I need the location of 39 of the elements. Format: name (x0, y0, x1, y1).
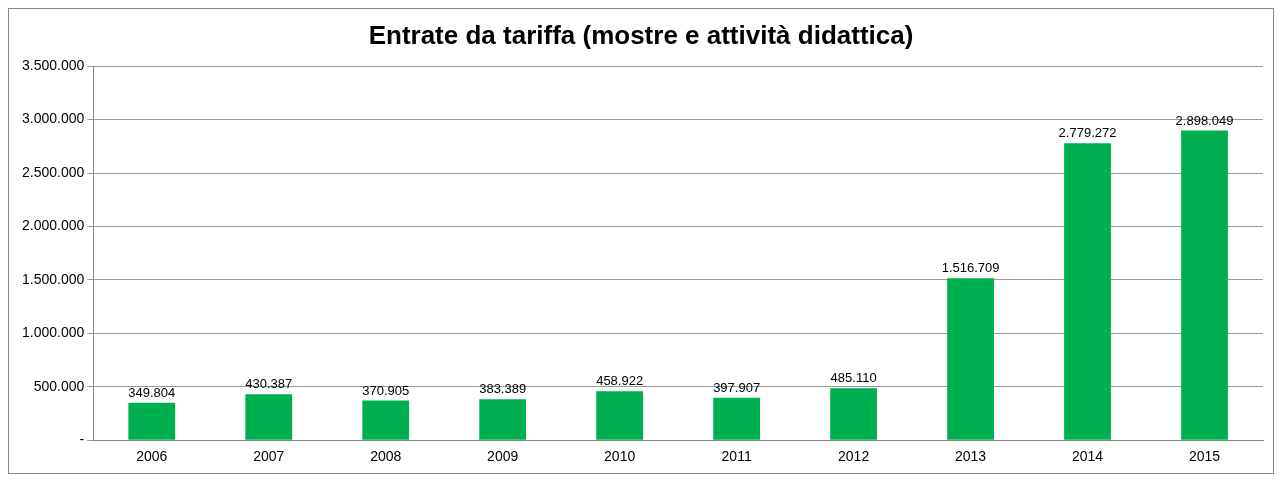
data-label: 1.516.709 (941, 260, 1000, 276)
x-tick-label: 2012 (838, 448, 870, 465)
bar (245, 394, 293, 440)
data-label: 397.907 (713, 379, 761, 395)
bar (1064, 143, 1111, 440)
bar (596, 391, 644, 440)
bar (830, 388, 877, 440)
bar (947, 278, 994, 440)
bar (479, 399, 527, 440)
bar (713, 397, 761, 440)
y-tick-label: 3.500.000 (21, 57, 85, 74)
data-label: 430.387 (245, 376, 293, 392)
data-label: 458.922 (596, 373, 644, 389)
x-tick-label: 2006 (136, 448, 168, 465)
bar (362, 400, 410, 440)
x-tick-label: 2009 (487, 448, 519, 465)
data-label: 2.898.049 (1175, 112, 1234, 128)
data-label: 349.804 (128, 384, 176, 400)
bar (1181, 130, 1228, 440)
y-tick-label: 500.000 (33, 377, 85, 394)
x-tick-label: 2007 (253, 448, 285, 465)
x-tick-label: 2010 (604, 448, 636, 465)
y-tick-label: 2.000.000 (21, 217, 85, 234)
y-tick-label: - (79, 431, 85, 448)
bar (128, 402, 176, 440)
y-tick-label: 1.000.000 (21, 324, 85, 341)
x-tick-label: 2014 (1071, 448, 1104, 465)
data-label: 383.389 (479, 381, 527, 397)
y-tick-label: 1.500.000 (21, 270, 85, 287)
data-label: 485.110 (830, 370, 877, 386)
y-tick-label: 3.000.000 (21, 110, 85, 127)
x-tick-label: 2008 (370, 448, 402, 465)
x-tick-label: 2015 (1188, 448, 1221, 465)
data-label: 2.779.272 (1058, 125, 1117, 141)
data-label: 370.905 (362, 382, 410, 398)
chart-title: Entrate da tariffa (mostre e attività didattica) (368, 19, 914, 50)
x-tick-label: 2011 (721, 448, 752, 465)
x-tick-label: 2013 (954, 448, 987, 465)
y-tick-label: 2.500.000 (21, 163, 85, 180)
